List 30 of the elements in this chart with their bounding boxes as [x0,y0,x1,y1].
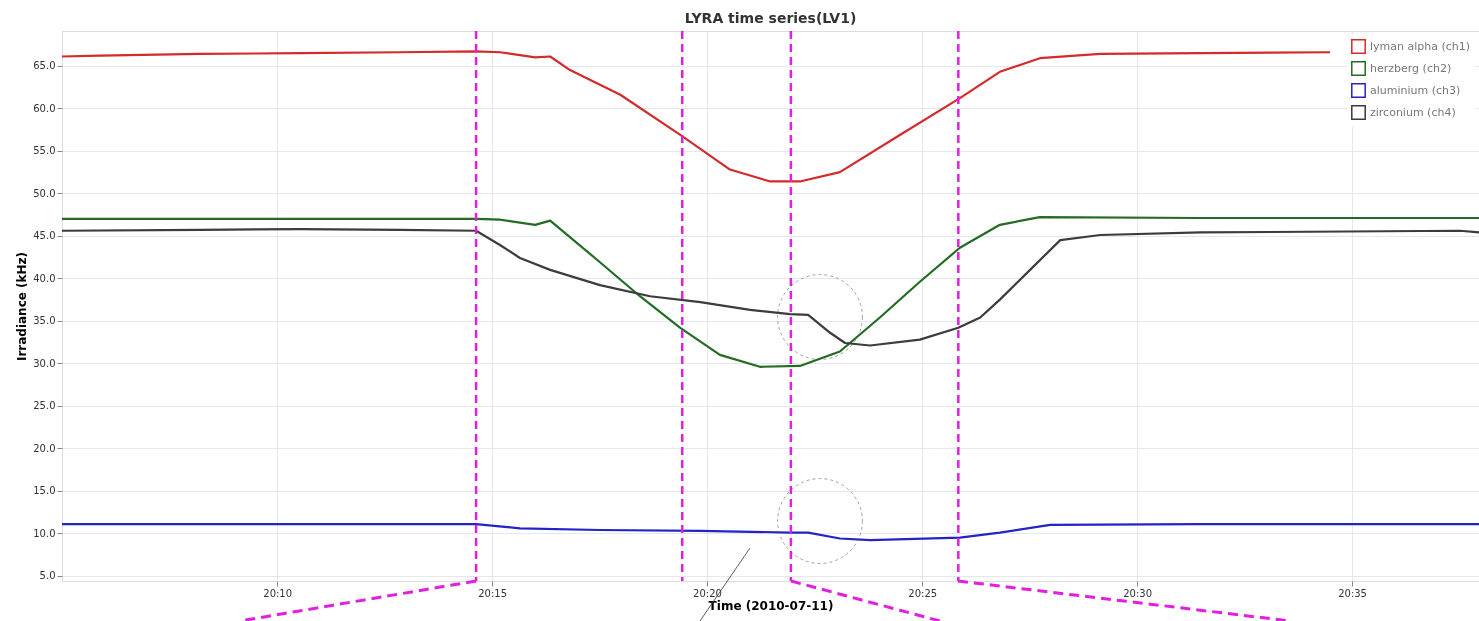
y-tick-label: 45.0 [33,230,56,242]
x-tick-label: 20:15 [478,587,508,599]
y-axis-title: Irradiance (kHz) [15,251,30,362]
x-tick-label: 20:20 [693,587,722,599]
chart-title: LYRA time series(LV1) [684,9,857,26]
line-series [60,50,1332,183]
x-axis-title: Time (2010-07-11) [708,598,834,613]
x-tick-label: 20:10 [263,587,293,599]
line-series [60,216,1479,368]
y-tick-label: 30.0 [33,357,56,369]
y-tick-label: 20.0 [33,442,56,454]
x-tick-label: 20:35 [1338,587,1367,599]
y-tick-label: 40.0 [33,272,56,284]
y-tick-label: 25.0 [33,400,56,412]
legend-label: lyman alpha (ch1) [1370,39,1471,53]
legend-label: zirconium (ch4) [1370,105,1456,119]
x-tick-label: 20:25 [908,587,938,599]
line-series [60,227,1479,347]
y-tick-label: 10.0 [33,527,56,539]
legend-label: herzberg (ch2) [1370,61,1452,75]
y-tick-label: 15.0 [33,485,56,497]
x-tick-label: 20:30 [1123,587,1153,599]
y-tick-label: 55.0 [33,145,56,157]
y-tick-label: 65.0 [33,60,56,72]
y-tick-label: 5.0 [39,570,56,582]
line-series [60,522,1479,542]
y-tick-label: 50.0 [33,187,56,199]
y-tick-label: 60.0 [33,102,56,114]
y-tick-label: 35.0 [33,315,56,327]
legend-label: aluminium (ch3) [1370,83,1461,97]
